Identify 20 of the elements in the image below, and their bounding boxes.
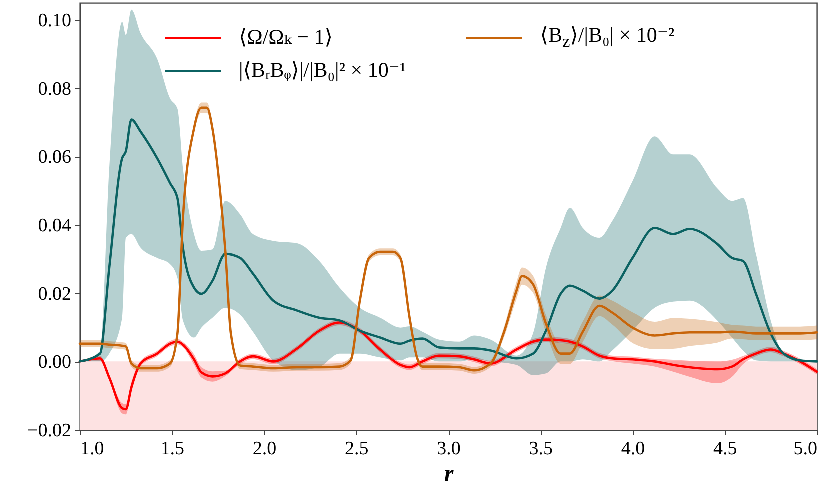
x-tick-label: 3.5 (529, 438, 553, 460)
x-axis-title: r (444, 462, 454, 488)
x-tick-label: 1.5 (160, 438, 184, 460)
x-tick-label: 5.0 (794, 438, 818, 460)
y-tick-label: −0.02 (28, 420, 72, 442)
y-tick-label: 0.08 (38, 78, 72, 100)
y-tick-label: 0.06 (38, 147, 72, 168)
x-tick-label: 2.0 (252, 438, 277, 460)
legend-label: |⟨BᵣBᵩ⟩|/|B₀|² × 10⁻¹ (239, 58, 406, 84)
x-tick-label: 4.0 (621, 438, 646, 460)
legend-label: ⟨Ω/Ωₖ − 1⟩ (239, 25, 333, 50)
y-tick-label: 0.10 (38, 10, 72, 32)
y-tick-label: 0.04 (38, 216, 72, 237)
y-tick-label: 0.02 (38, 284, 72, 305)
legend-label: ⟨B$_{z}$⟩/|B₀| × 10⁻² (540, 23, 675, 52)
x-tick-label: 1.0 (80, 438, 104, 460)
x-tick-label: 2.5 (345, 438, 369, 460)
x-tick-label: 4.5 (714, 438, 738, 460)
y-tick-label: 0.00 (38, 352, 72, 374)
x-tick-label: 3.0 (437, 438, 461, 460)
